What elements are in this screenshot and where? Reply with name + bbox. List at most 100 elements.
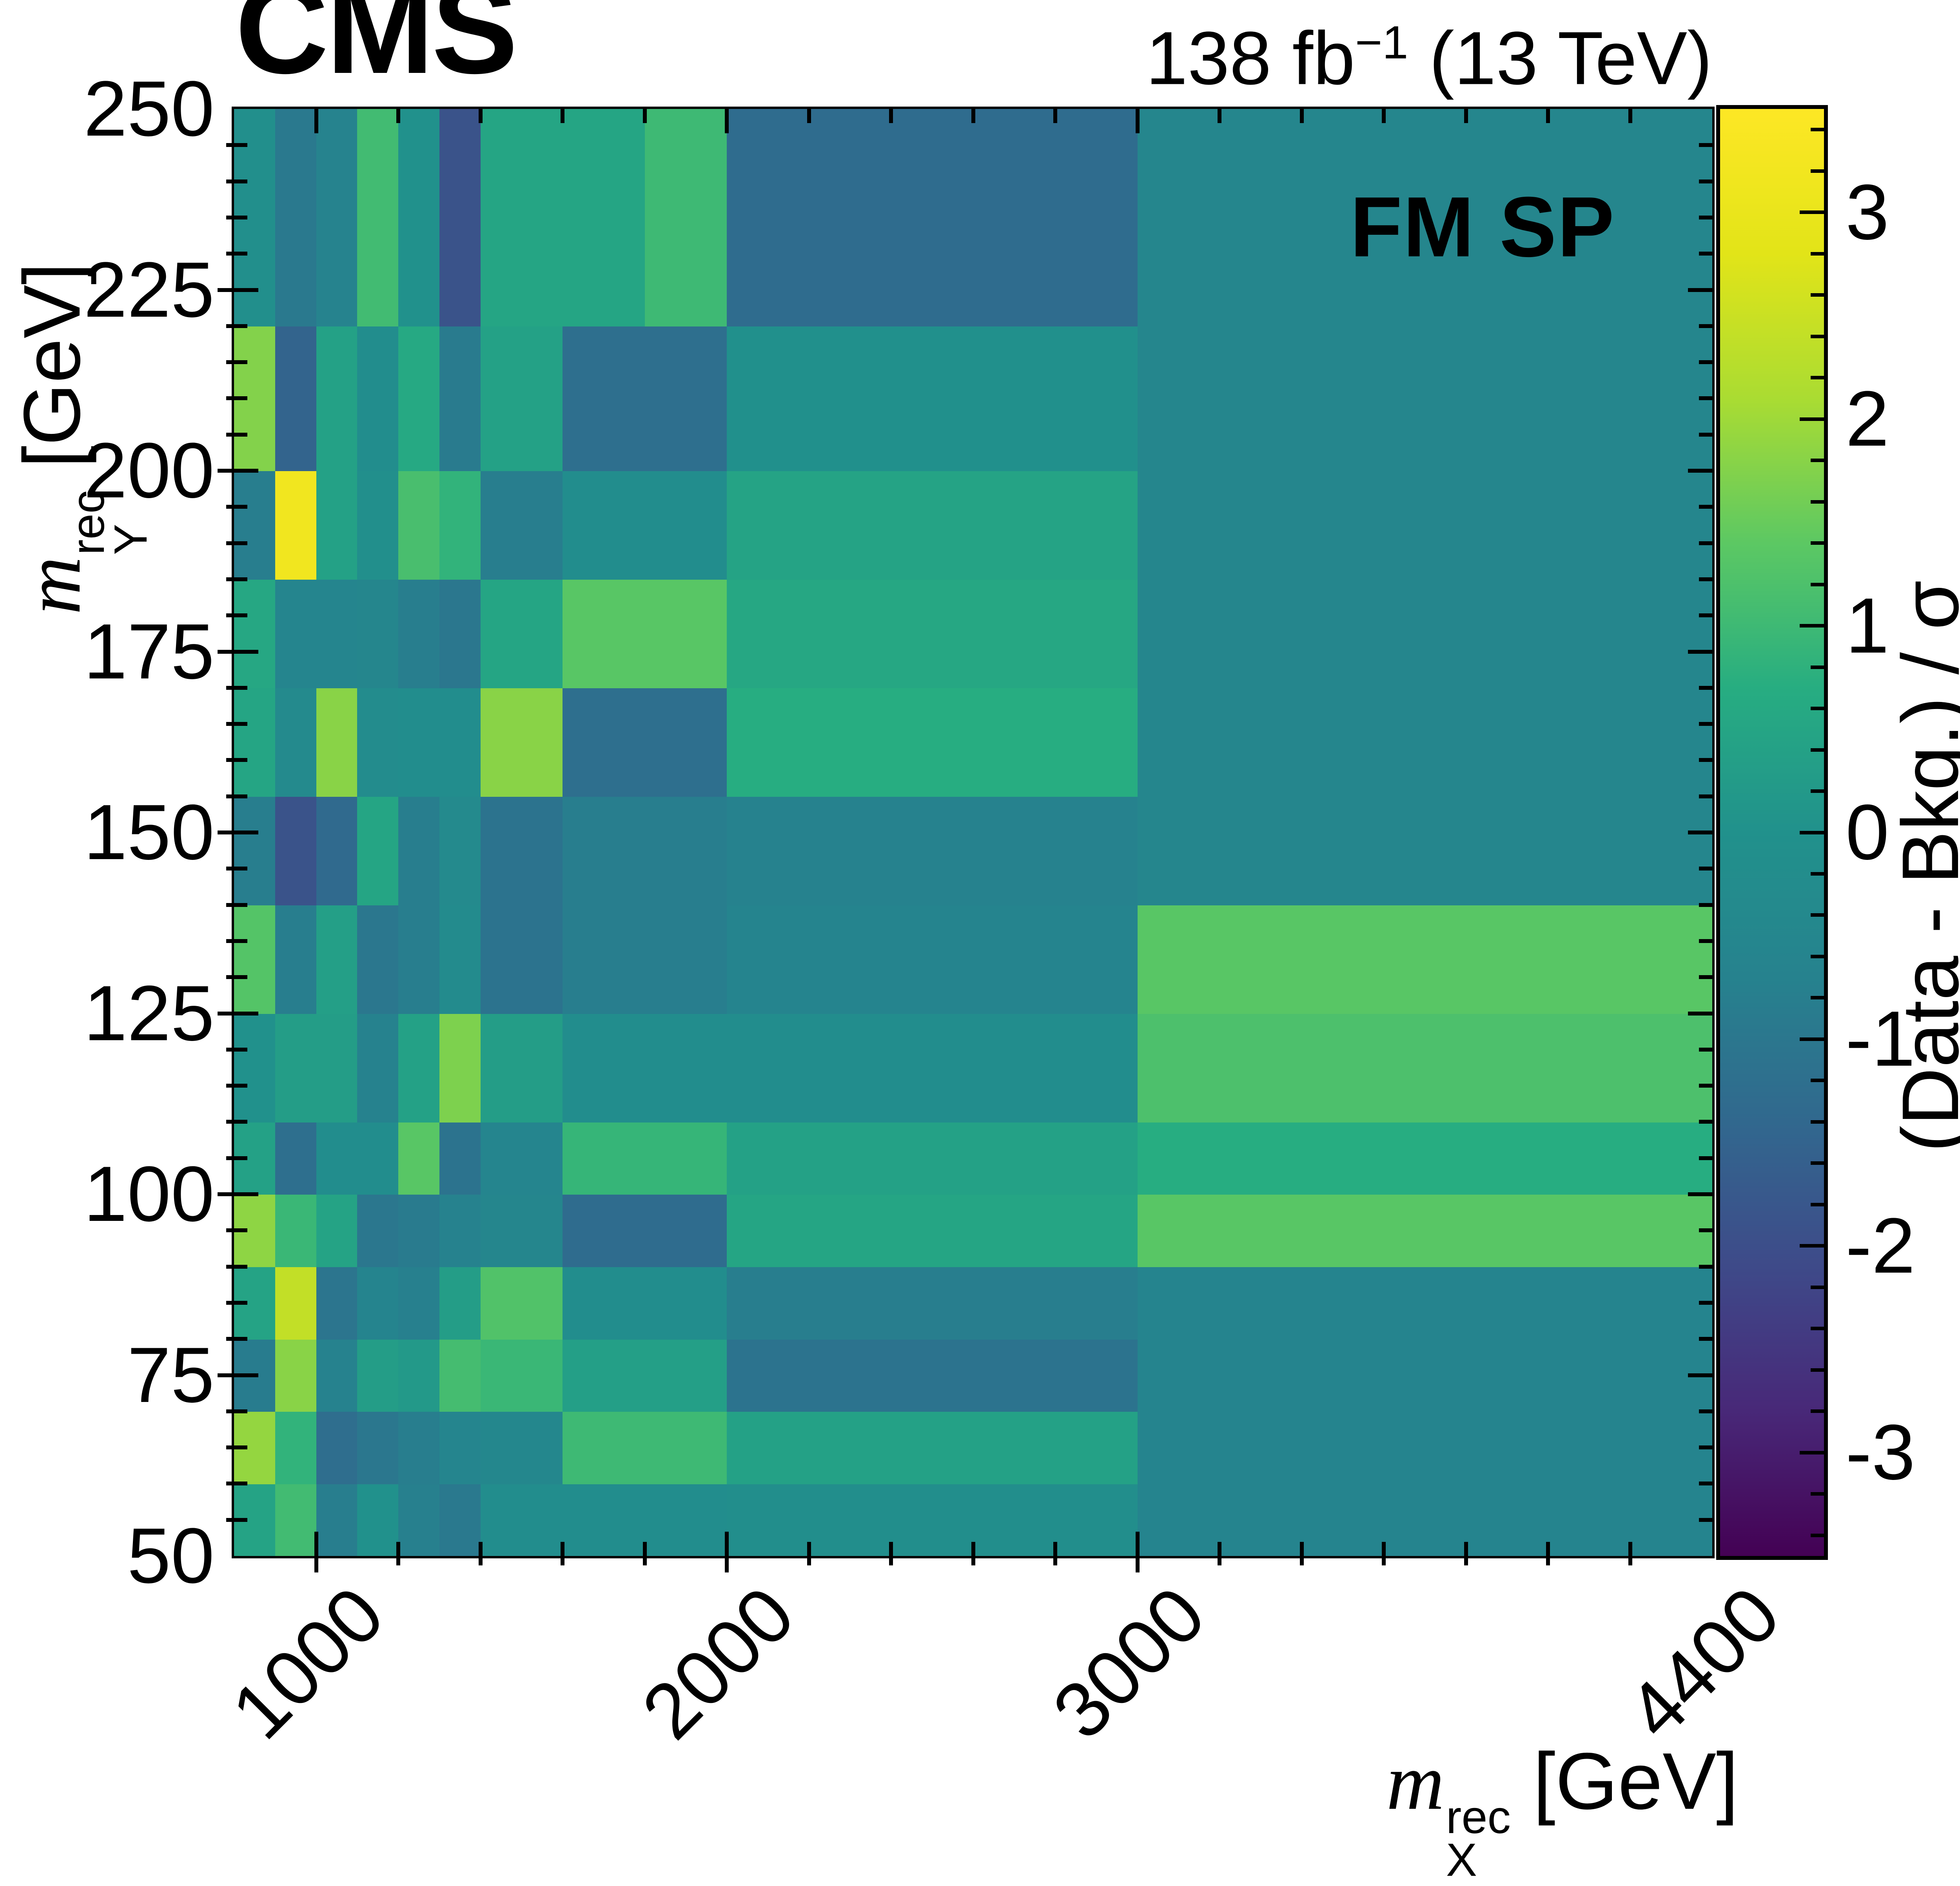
heatmap-cell <box>398 1266 440 1340</box>
heatmap-cell <box>480 905 563 1014</box>
y-subscript: Y <box>105 524 157 555</box>
heatmap-cell <box>316 1339 358 1412</box>
x-unit: [GeV] <box>1533 1736 1739 1826</box>
heatmap-cell <box>275 471 317 580</box>
heatmap-cell <box>563 579 645 689</box>
heatmap-cell <box>275 109 317 327</box>
heatmap-cell <box>480 1013 563 1123</box>
heatmap-cell <box>480 1339 563 1412</box>
heatmap-cell <box>275 905 317 1014</box>
y-tick-label: 75 <box>127 1331 214 1419</box>
heatmap-cell <box>439 1266 481 1340</box>
lumi-exponent: −1 <box>1355 16 1408 69</box>
heatmap-cell <box>1137 326 1712 472</box>
heatmap-cell <box>357 579 399 689</box>
x-axis-title: m rec X [GeV] <box>1387 1741 1739 1886</box>
heatmap-cell <box>1137 109 1712 327</box>
heatmap-cell <box>480 1483 563 1556</box>
x-superscript: rec <box>1446 1791 1511 1843</box>
lumi-value: 138 fb <box>1145 16 1355 100</box>
heatmap-cell <box>316 1411 358 1484</box>
heatmap-cell <box>644 471 728 580</box>
y-tick-label: 50 <box>127 1512 214 1599</box>
heatmap-cell <box>644 109 728 327</box>
heatmap-cell <box>316 1013 358 1123</box>
heatmap-cell <box>563 326 645 472</box>
heatmap-cell <box>275 1194 317 1268</box>
heatmap-cell <box>644 1194 728 1268</box>
heatmap-cell <box>357 1194 399 1268</box>
heatmap-cell <box>644 1266 728 1340</box>
heatmap-cell <box>644 1339 728 1412</box>
heatmap-cell <box>398 1013 440 1123</box>
heatmap-cell <box>727 326 1138 472</box>
heatmap-cell <box>563 796 645 906</box>
x-tick-label: 4400 <box>1611 1570 1797 1755</box>
heatmap-cell <box>644 687 728 797</box>
heatmap-cell <box>439 687 481 797</box>
heatmap-cell <box>1137 579 1712 689</box>
heatmap-cell <box>398 579 440 689</box>
heatmap-cell <box>1137 1411 1712 1484</box>
heatmap-cell <box>563 1483 645 1556</box>
heatmap-cell <box>275 1483 317 1556</box>
heatmap-cell <box>316 1122 358 1195</box>
y-tick-label: 100 <box>83 1150 214 1238</box>
heatmap-cells <box>234 109 1712 1556</box>
heatmap-cell <box>563 109 645 327</box>
heatmap-cell <box>1137 1194 1712 1268</box>
heatmap-cell <box>644 1122 728 1195</box>
heatmap-cell <box>316 905 358 1014</box>
heatmap-cell <box>1137 796 1712 906</box>
heatmap-cell <box>480 326 563 472</box>
heatmap-cell <box>480 796 563 906</box>
heatmap-cell <box>316 796 358 906</box>
y-symbol: m <box>8 555 97 615</box>
colorbar-tick-label: 3 <box>1846 168 1889 256</box>
heatmap-cell <box>439 471 481 580</box>
luminosity-label: 138 fb−1 (13 TeV) <box>1146 18 1712 98</box>
heatmap-cell <box>563 1339 645 1412</box>
heatmap-cell <box>563 687 645 797</box>
colorbar-tick-label: -2 <box>1846 1202 1915 1289</box>
heatmap-cell <box>234 687 276 797</box>
heatmap-cell <box>439 1483 481 1556</box>
heatmap-cell <box>727 1013 1138 1123</box>
heatmap-cell <box>398 1483 440 1556</box>
y-axis-title: m rec Y [GeV] <box>7 263 157 615</box>
x-subscript: X <box>1446 1834 1477 1886</box>
heatmap-cell <box>644 905 728 1014</box>
heatmap-cell <box>563 1266 645 1340</box>
heatmap-cell <box>727 1483 1138 1556</box>
heatmap-cell <box>357 326 399 472</box>
heatmap-cell <box>398 796 440 906</box>
heatmap-cell <box>439 579 481 689</box>
heatmap-cell <box>727 1339 1138 1412</box>
heatmap-cell <box>357 109 399 327</box>
heatmap-cell <box>234 326 276 472</box>
colorbar-title: (Data - Bkg.) / σ <box>1886 580 1960 1152</box>
heatmap-cell <box>234 1483 276 1556</box>
heatmap-cell <box>480 109 563 327</box>
heatmap-cell <box>398 1411 440 1484</box>
heatmap-cell <box>316 1483 358 1556</box>
heatmap-cell <box>439 109 481 327</box>
heatmap-cell <box>398 1194 440 1268</box>
heatmap-cell <box>357 687 399 797</box>
heatmap-cell <box>398 1122 440 1195</box>
y-tick-label: 250 <box>83 65 214 152</box>
heatmap-cell <box>316 579 358 689</box>
heatmap-cell <box>398 1339 440 1412</box>
y-tick-label: 175 <box>83 608 214 695</box>
heatmap-cell <box>234 1266 276 1340</box>
heatmap-cell <box>563 471 645 580</box>
heatmap-cell <box>727 1194 1138 1268</box>
heatmap-cell <box>275 579 317 689</box>
heatmap-cell <box>644 326 728 472</box>
heatmap-cell <box>316 687 358 797</box>
heatmap-cell <box>439 1411 481 1484</box>
y-unit: [GeV] <box>7 262 97 468</box>
x-tick-label: 3000 <box>1036 1570 1221 1755</box>
heatmap-cell <box>439 1339 481 1412</box>
heatmap-cell <box>234 796 276 906</box>
